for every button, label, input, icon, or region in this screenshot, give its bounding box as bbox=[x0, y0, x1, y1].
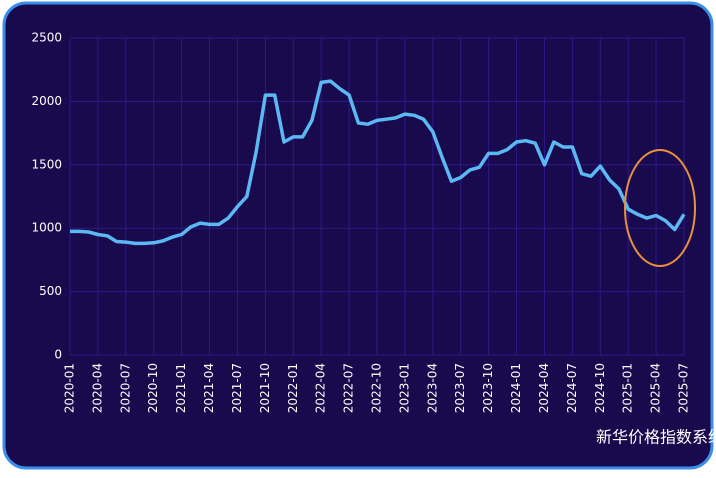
y-tick-label: 1000 bbox=[31, 221, 62, 235]
x-tick-label: 2025-04 bbox=[649, 363, 663, 413]
y-tick-label: 500 bbox=[39, 284, 62, 298]
x-tick-label: 2022-04 bbox=[314, 363, 328, 413]
panel bbox=[2, 1, 714, 470]
y-tick-label: 2500 bbox=[31, 31, 62, 45]
x-tick-label: 2023-10 bbox=[481, 363, 495, 413]
x-tick-label: 2020-07 bbox=[118, 363, 132, 413]
x-tick-label: 2024-01 bbox=[509, 363, 523, 413]
y-tick-label: 1500 bbox=[31, 157, 62, 171]
x-tick-label: 2024-10 bbox=[593, 363, 607, 413]
line bbox=[70, 79, 686, 246]
x-tick-label: 2022-10 bbox=[370, 363, 384, 413]
x-tick-label: 2025-07 bbox=[677, 363, 691, 413]
x-tick-label: 2021-07 bbox=[230, 363, 244, 413]
y-tick-label: 2000 bbox=[31, 94, 62, 108]
x-tick-label: 2024-07 bbox=[565, 363, 579, 413]
x-tick-label: 2022-07 bbox=[342, 363, 356, 413]
x-tick-label: 2021-01 bbox=[174, 363, 188, 413]
x-tick-label: 2021-04 bbox=[202, 363, 216, 413]
watermark: 新华价格指数系统 bbox=[596, 428, 716, 447]
x-tick-label: 2020-04 bbox=[90, 363, 104, 413]
x-tick-label: 2024-04 bbox=[537, 363, 551, 413]
x-tick-label: 2020-01 bbox=[63, 363, 77, 413]
x-tick-label: 2023-07 bbox=[453, 363, 467, 413]
highlight-ellipse bbox=[624, 149, 696, 267]
y-tick-label: 0 bbox=[54, 348, 62, 362]
x-tick-label: 2020-10 bbox=[146, 363, 160, 413]
x-tick-label: 2022-01 bbox=[286, 363, 300, 413]
x-tick-label: 2025-01 bbox=[621, 363, 635, 413]
x-tick-label: 2021-10 bbox=[258, 363, 272, 413]
x-tick-label: 2023-01 bbox=[397, 363, 411, 413]
x-tick-label: 2023-04 bbox=[425, 363, 439, 413]
